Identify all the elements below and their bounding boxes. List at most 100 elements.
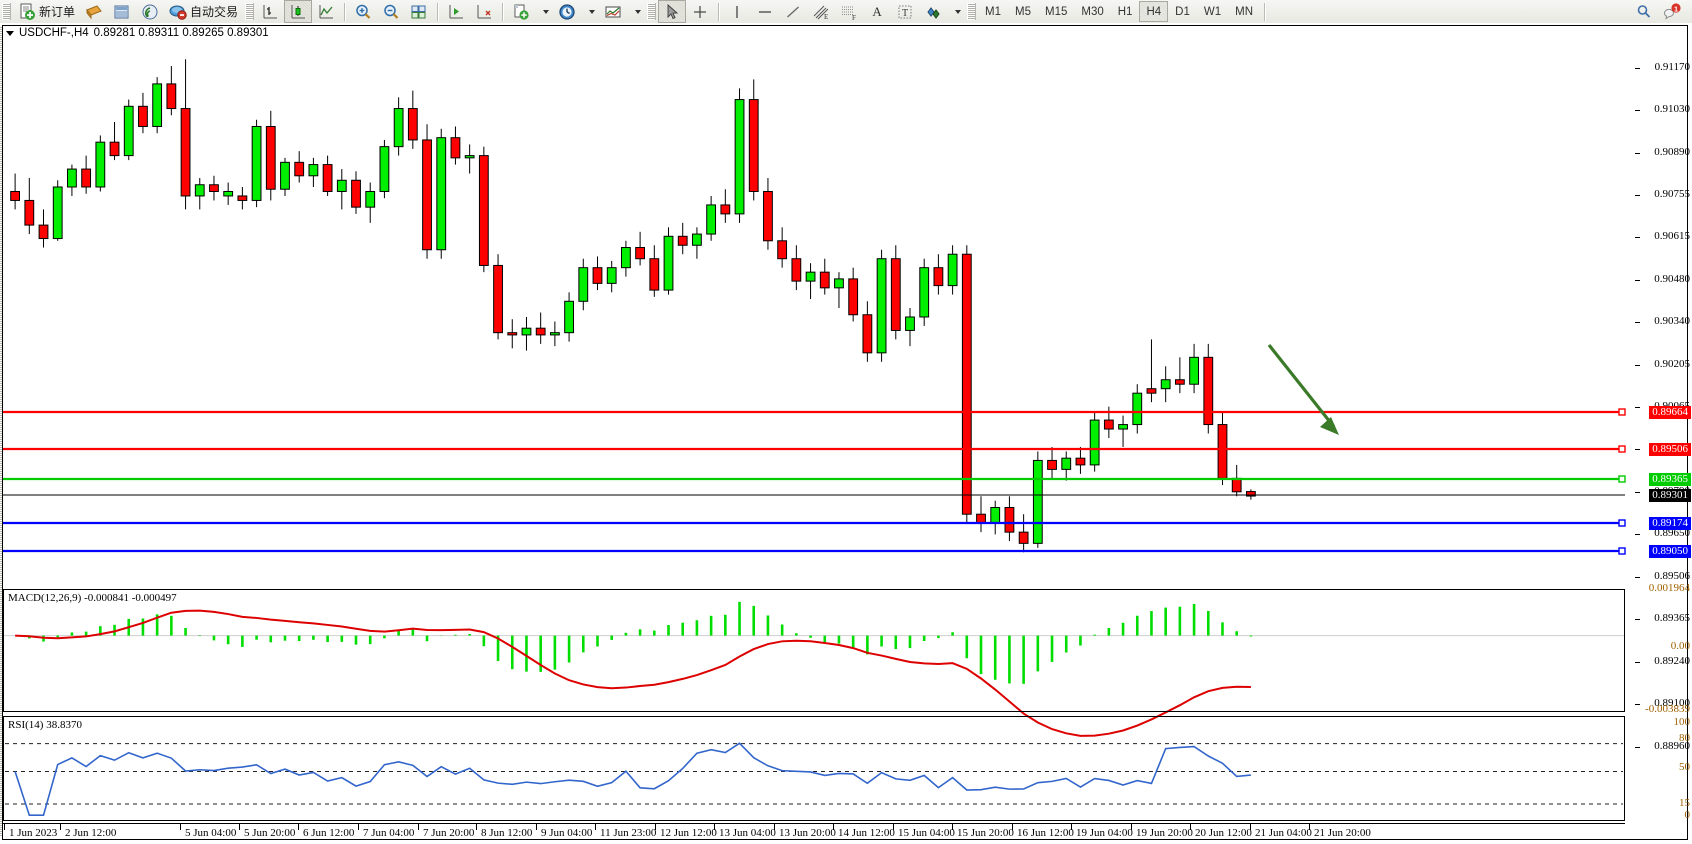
macd-label: MACD(12,26,9) -0.000841 -0.000497 <box>8 592 177 604</box>
cursor-icon <box>667 3 679 19</box>
zoom-out-icon <box>384 4 399 19</box>
chevron-down-icon <box>954 9 961 14</box>
timeframe-mn[interactable]: MN <box>1235 5 1253 18</box>
price-level-badge-support-1[interactable]: 0.89174 <box>1649 517 1691 530</box>
vline-button[interactable] <box>723 0 751 23</box>
price-label: 0.89650 <box>1654 527 1690 539</box>
time-separator <box>476 824 477 830</box>
price-label: 0.89365 <box>1654 612 1690 624</box>
time-label: 6 Jun 12:00 <box>303 827 355 839</box>
time-label: 19 Jun 20:00 <box>1136 827 1193 839</box>
period-dropdown[interactable] <box>581 0 599 23</box>
toolbar-grip[interactable] <box>2 3 11 20</box>
price-level-badge-resistance-1[interactable]: 0.89664 <box>1649 406 1691 419</box>
price-tick <box>1635 704 1640 705</box>
alerts-button[interactable]: 1 <box>1658 0 1686 23</box>
price-level-badge-support-green[interactable]: 0.89365 <box>1649 473 1691 486</box>
price-tick <box>1635 195 1640 196</box>
time-separator <box>833 824 834 830</box>
timeframe-w1[interactable]: W1 <box>1203 5 1222 18</box>
shapes-button[interactable] <box>919 0 947 23</box>
toolbar-separator-5 <box>1264 2 1265 21</box>
time-label: 8 Jun 12:00 <box>481 827 533 839</box>
toolbar-grip-4[interactable] <box>967 3 977 20</box>
auto-trading-button[interactable]: 自动交易 <box>164 0 243 23</box>
toolbar-grip-2[interactable] <box>245 3 255 20</box>
timeframe-m30[interactable]: M30 <box>1081 5 1104 18</box>
data-window-button[interactable] <box>405 0 433 23</box>
timeframe-h4[interactable]: H4 <box>1139 1 1169 22</box>
label-button[interactable]: T <box>891 0 919 23</box>
chart-symbol-header: USDCHF-,H4 0.89281 0.89311 0.89265 0.893… <box>6 27 269 39</box>
templates-icon <box>605 6 621 17</box>
auto-trading-icon <box>169 5 187 20</box>
indicator-axis-label: 80 <box>1679 732 1690 744</box>
toolbar-separator-3 <box>502 2 504 21</box>
market-watch-button[interactable] <box>108 0 136 23</box>
chart-shift-button[interactable] <box>442 0 470 23</box>
chart-canvas[interactable] <box>0 23 1692 844</box>
candlestick-chart-button[interactable] <box>284 0 313 23</box>
price-label: 0.91170 <box>1654 61 1690 73</box>
equidistant-channel-button[interactable]: E <box>807 0 835 23</box>
timeframe-m1[interactable]: M1 <box>985 5 1002 18</box>
time-label: 12 Jun 12:00 <box>660 827 717 839</box>
new-order-icon <box>20 3 35 20</box>
price-level-badge-support-2[interactable]: 0.89050 <box>1649 545 1691 558</box>
price-label: 0.90340 <box>1654 315 1690 327</box>
templates-dropdown[interactable] <box>627 0 645 23</box>
auto-scroll-button[interactable] <box>470 0 498 23</box>
chart-window[interactable]: USDCHF-,H4 0.89281 0.89311 0.89265 0.893… <box>0 23 1692 844</box>
down-trend-arrow[interactable] <box>1267 344 1339 435</box>
new-order-label: 新订单 <box>39 5 76 19</box>
indicator-axis-label: 0.001964 <box>1648 582 1690 594</box>
chart-menu-caret-icon[interactable] <box>6 30 14 36</box>
zoom-out-button[interactable] <box>377 0 405 23</box>
cursor-button[interactable] <box>658 0 687 23</box>
new-order-button[interactable]: 新订单 <box>13 0 80 23</box>
price-level-lines[interactable] <box>3 408 1626 555</box>
timeframe-d1[interactable]: D1 <box>1175 5 1190 18</box>
chart-ohlc-values: 0.89281 0.89311 0.89265 0.89301 <box>93 27 269 39</box>
crosshair-button[interactable] <box>686 0 714 23</box>
navigator-button[interactable] <box>136 0 164 23</box>
bar-chart-button[interactable] <box>256 0 284 23</box>
zoom-in-button[interactable] <box>349 0 377 23</box>
chevron-down-icon <box>542 9 549 14</box>
period-button[interactable] <box>553 0 581 23</box>
profiles-button[interactable] <box>80 0 108 23</box>
text-button[interactable]: A <box>863 0 891 23</box>
toolbar-grip-3[interactable] <box>647 3 657 20</box>
templates-button[interactable] <box>599 0 627 23</box>
indicators-button[interactable] <box>507 0 535 23</box>
time-separator <box>893 824 894 830</box>
price-level-badge-resistance-2[interactable]: 0.89506 <box>1649 443 1691 456</box>
trendline-button[interactable] <box>779 0 807 23</box>
macd-series <box>3 601 1625 737</box>
timeframe-m15[interactable]: M15 <box>1045 5 1068 18</box>
price-tick <box>1635 747 1640 748</box>
search-button[interactable] <box>1630 0 1658 23</box>
timeframe-group: M1 M5 M15 M30 H1 H4 D1 W1 MN <box>978 1 1260 22</box>
time-separator <box>358 824 359 830</box>
time-separator <box>774 824 775 830</box>
time-label: 15 Jun 20:00 <box>957 827 1014 839</box>
timeframe-h1[interactable]: H1 <box>1117 5 1133 18</box>
line-chart-button[interactable] <box>312 0 340 23</box>
time-scale[interactable]: 1 Jun 2023 2 Jun 12:00 5 Jun 04:00 5 Jun 20… <box>3 823 1625 844</box>
price-tick <box>1635 619 1640 620</box>
time-label: 11 Jun 23:00 <box>600 827 657 839</box>
navigator-icon <box>142 4 158 19</box>
hline-button[interactable] <box>751 0 779 23</box>
crosshair-icon <box>694 5 707 18</box>
data-window-icon <box>411 5 426 18</box>
price-scale[interactable]: 0.91170 0.91030 0.90890 0.90755 0.90615 0.904… <box>1632 23 1692 844</box>
price-level-badge-bid-line[interactable]: 0.89301 <box>1649 489 1691 502</box>
indicators-dropdown[interactable] <box>535 0 553 23</box>
candlestick-chart-icon <box>291 4 306 18</box>
timeframe-m5[interactable]: M5 <box>1015 5 1031 18</box>
time-separator <box>952 824 953 830</box>
shapes-dropdown[interactable] <box>947 0 965 23</box>
fibonacci-button[interactable]: F <box>835 0 863 23</box>
time-separator <box>4 824 5 830</box>
